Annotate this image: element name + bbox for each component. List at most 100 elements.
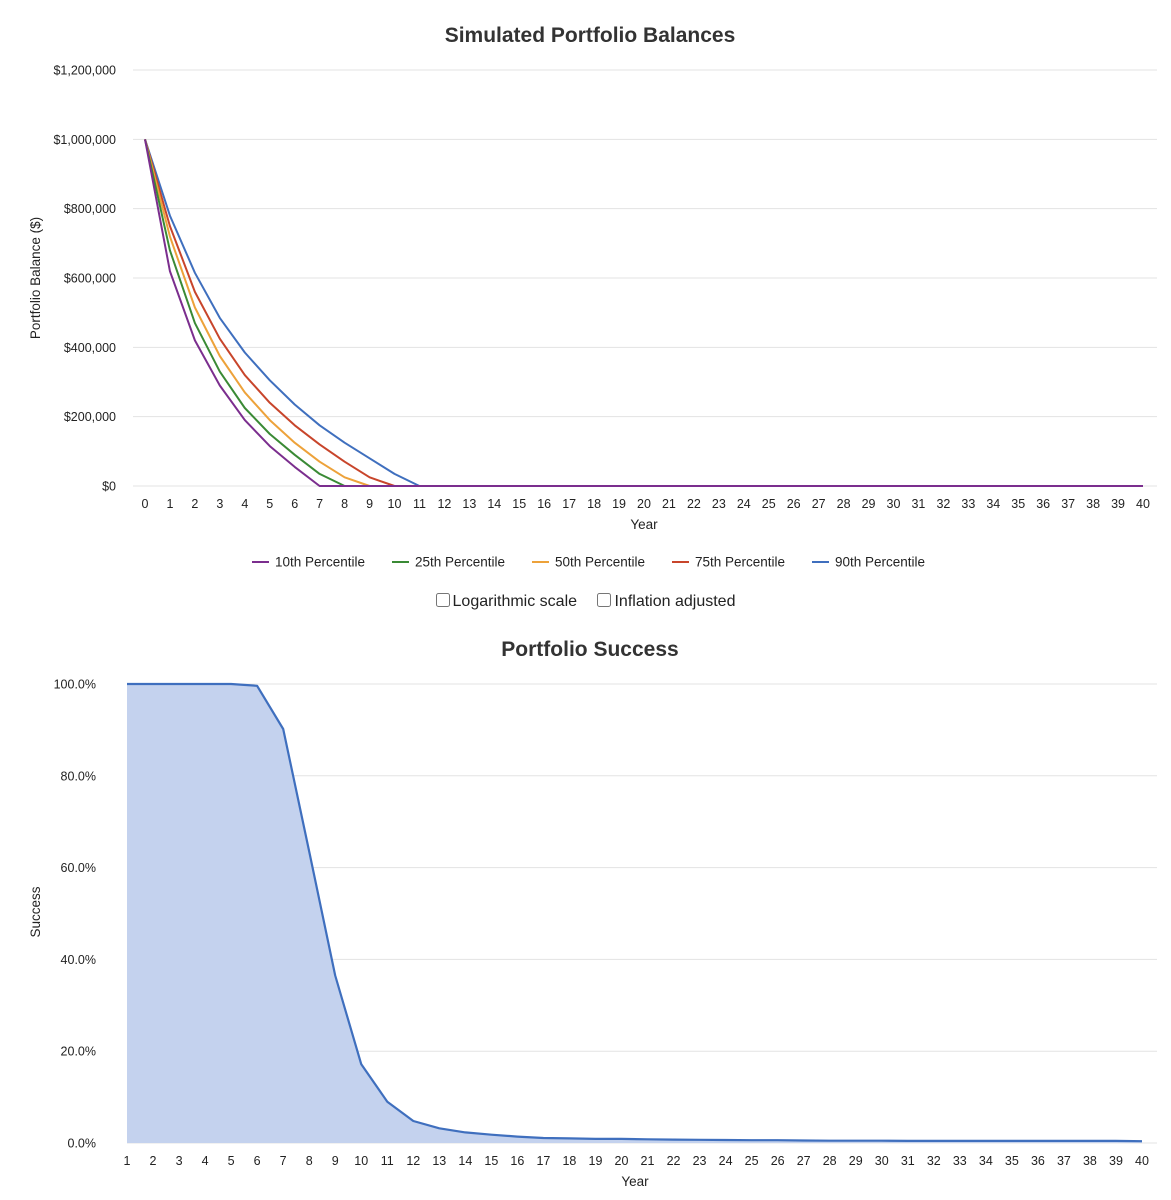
success-chart: Portfolio Success Success Year 0.0%20.0%…: [28, 638, 1157, 1189]
x-tick-label: 2: [191, 497, 198, 511]
x-tick-label: 36: [1036, 497, 1050, 511]
x-tick-label: 37: [1057, 1154, 1071, 1168]
x-tick-label: 11: [413, 497, 426, 511]
x-tick-label: 38: [1083, 1154, 1097, 1168]
chart-title: Portfolio Success: [501, 638, 678, 661]
x-tick-label: 1: [124, 1154, 131, 1168]
inflation-option[interactable]: Inflation adjusted: [597, 593, 735, 610]
series-line: [144, 139, 1143, 487]
x-tick-label: 32: [936, 497, 950, 511]
x-tick-label: 17: [536, 1154, 550, 1168]
x-tick-label: 22: [687, 497, 701, 511]
legend: 10th Percentile 25th Percentile 50th Perce…: [252, 555, 925, 570]
chart-title: Simulated Portfolio Balances: [445, 24, 736, 47]
x-tick-label: 30: [887, 497, 901, 511]
x-tick-label: 19: [589, 1154, 603, 1168]
x-tick-label: 5: [228, 1154, 235, 1168]
legend-item-label: 90th Percentile: [835, 555, 925, 570]
x-tick-label: 16: [510, 1154, 524, 1168]
inflation-label: Inflation adjusted: [614, 593, 736, 610]
x-tick-label: 23: [712, 497, 726, 511]
series-line: [144, 138, 1143, 487]
inflation-checkbox[interactable]: [597, 593, 612, 607]
y-tick-label: $0: [102, 480, 116, 494]
log-scale-option[interactable]: Logarithmic scale: [435, 593, 582, 610]
x-axis-title: Year: [630, 517, 658, 532]
y-tick-label: $1,200,000: [53, 64, 116, 78]
x-tick-label: 2: [150, 1154, 157, 1168]
x-tick-label: 10: [354, 1154, 368, 1168]
y-tick-label: 80.0%: [61, 769, 96, 783]
x-tick-label: 14: [487, 497, 501, 511]
x-tick-label: 21: [662, 497, 676, 511]
x-tick-label: 22: [667, 1154, 681, 1168]
x-tick-label: 34: [986, 497, 1000, 511]
x-tick-label: 8: [306, 1154, 313, 1168]
y-axis-ticks: 0.0% 20.0% 40.0% 60.0% 80.0% 100.0%: [54, 678, 96, 1151]
x-tick-label: 34: [979, 1154, 993, 1168]
x-tick-label: 35: [1005, 1154, 1019, 1168]
y-tick-label: $200,000: [64, 410, 116, 424]
x-tick-label: 3: [176, 1154, 183, 1168]
legend-item-label: 10th Percentile: [275, 555, 365, 570]
x-tick-label: 26: [771, 1154, 785, 1168]
log-scale-checkbox[interactable]: [435, 593, 450, 607]
y-tick-label: $400,000: [64, 341, 116, 355]
x-tick-label: 31: [901, 1154, 915, 1168]
x-axis-title: Year: [621, 1174, 649, 1189]
x-tick-label: 11: [381, 1154, 394, 1168]
y-tick-label: 100.0%: [54, 678, 96, 692]
x-tick-label: 5: [266, 497, 273, 511]
x-tick-label: 23: [693, 1154, 707, 1168]
x-tick-label: 8: [341, 497, 348, 511]
y-axis-title: Portfolio Balance ($): [28, 217, 43, 339]
x-tick-label: 9: [332, 1154, 339, 1168]
x-tick-label: 12: [406, 1154, 420, 1168]
series-line: [144, 139, 1143, 487]
x-tick-label: 16: [537, 497, 551, 511]
x-tick-label: 0: [142, 497, 149, 511]
balance-chart: Simulated Portfolio Balances Portfolio B…: [28, 24, 1157, 570]
x-tick-label: 3: [216, 497, 223, 511]
x-tick-label: 31: [911, 497, 925, 511]
y-tick-label: $1,000,000: [53, 133, 116, 147]
x-tick-label: 1: [166, 497, 173, 511]
x-tick-label: 30: [875, 1154, 889, 1168]
x-axis-ticks: 1 2 3 4 5 6 7 8 9 10 11 12 13 14 15 16 17 18 19 20 21 22 23 24 2…: [124, 1154, 1149, 1168]
x-tick-label: 7: [316, 497, 323, 511]
x-tick-label: 38: [1086, 497, 1100, 511]
x-tick-label: 4: [202, 1154, 209, 1168]
legend-item-label: 75th Percentile: [695, 555, 785, 570]
gridlines: [133, 69, 1157, 487]
log-scale-label: Logarithmic scale: [452, 593, 578, 610]
y-tick-label: $600,000: [64, 272, 116, 286]
x-tick-label: 26: [787, 497, 801, 511]
x-tick-label: 40: [1135, 1154, 1149, 1168]
x-tick-label: 25: [762, 497, 776, 511]
y-tick-label: 60.0%: [61, 861, 96, 875]
x-tick-label: 7: [280, 1154, 287, 1168]
y-axis-ticks: $0 $200,000 $400,000 $600,000 $800,000 $1,000…: [53, 64, 116, 494]
x-tick-label: 35: [1011, 497, 1025, 511]
y-axis-title: Success: [28, 886, 43, 937]
x-tick-label: 20: [637, 497, 651, 511]
x-tick-label: 28: [823, 1154, 837, 1168]
x-tick-label: 27: [812, 497, 826, 511]
x-tick-label: 6: [254, 1154, 261, 1168]
x-tick-label: 18: [587, 497, 601, 511]
y-tick-label: 0.0%: [68, 1137, 97, 1151]
x-tick-label: 13: [462, 497, 476, 511]
x-tick-label: 4: [241, 497, 248, 511]
x-tick-label: 21: [641, 1154, 655, 1168]
x-tick-label: 36: [1031, 1154, 1045, 1168]
x-tick-label: 40: [1136, 497, 1150, 511]
success-line: [127, 682, 1143, 1143]
x-tick-label: 6: [291, 497, 298, 511]
x-tick-label: 15: [484, 1154, 498, 1168]
x-tick-label: 12: [437, 497, 451, 511]
x-tick-label: 25: [745, 1154, 759, 1168]
x-axis-ticks: 0 1 2 3 4 5 6 7 8 9 10 11 12 13 14 15 16 17 18 19 20 21 22 23 24…: [142, 497, 1150, 511]
x-tick-label: 28: [837, 497, 851, 511]
x-tick-label: 39: [1109, 1154, 1123, 1168]
legend-item-label: 50th Percentile: [555, 555, 645, 570]
